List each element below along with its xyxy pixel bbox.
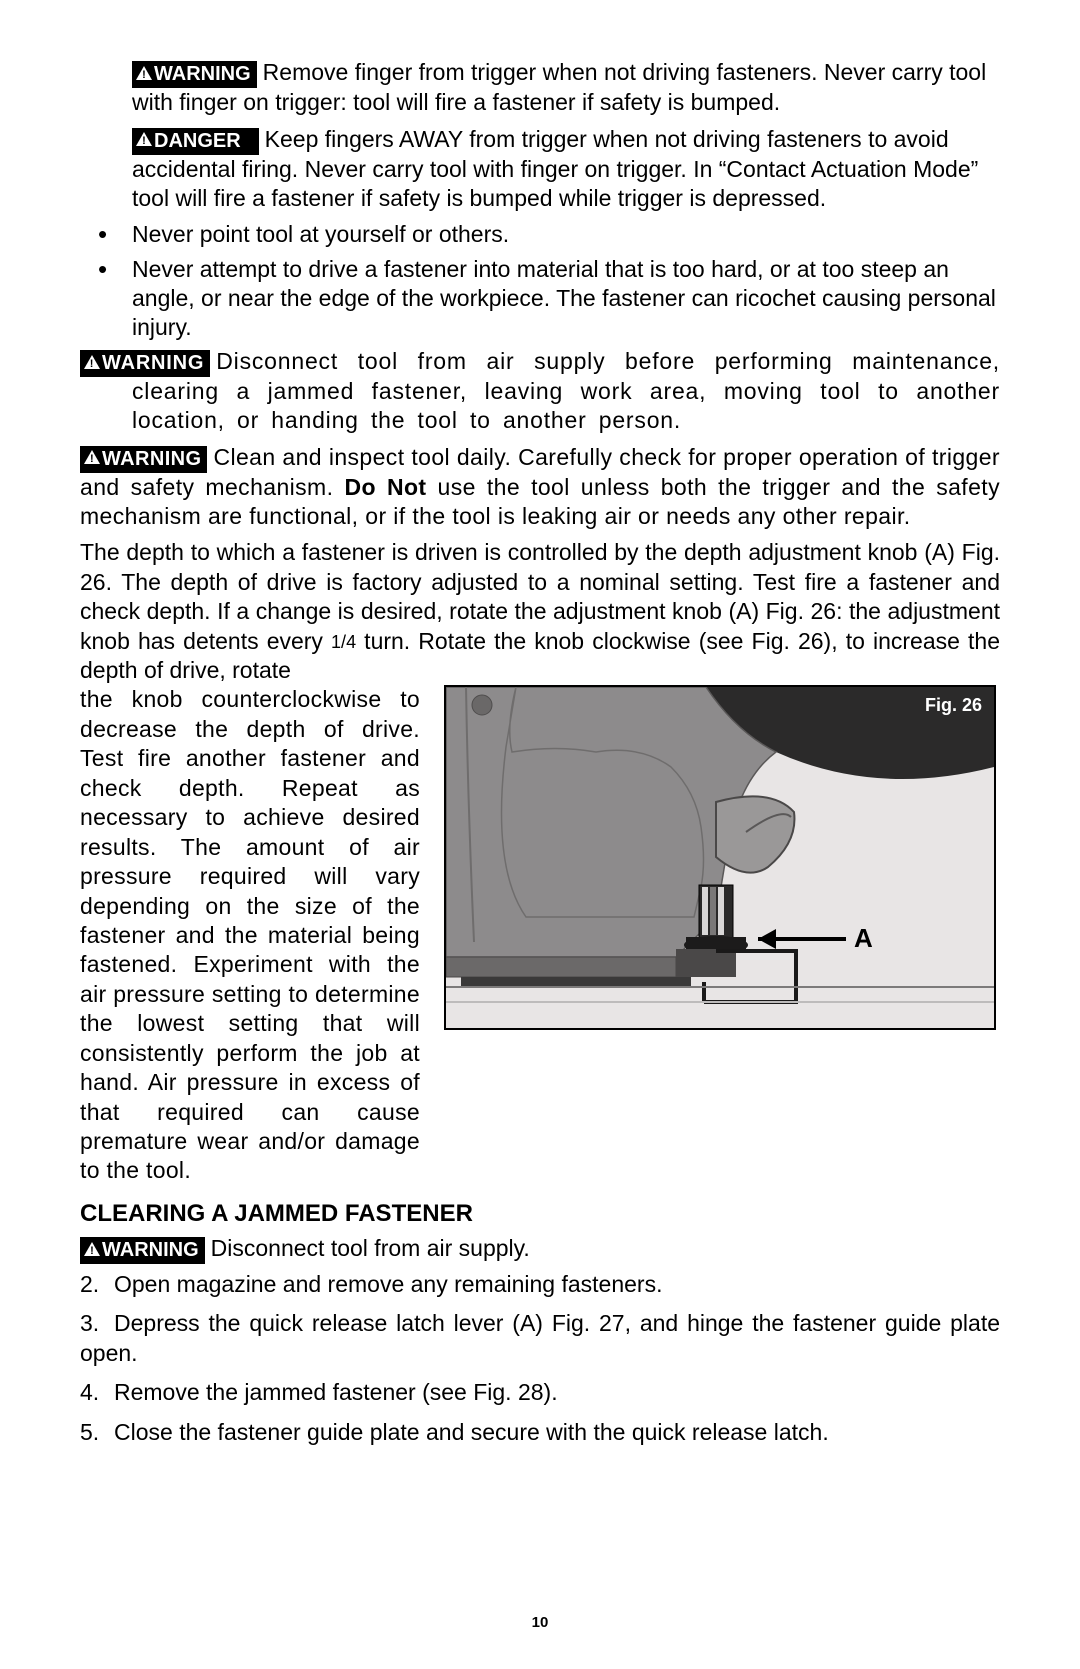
warning-block-1: ! WARNING Remove finger from trigger whe… [80,58,1000,117]
figure-26: Fig. 26 A [444,685,996,1030]
step-item: 5.Close the fastener guide plate and sec… [80,1418,1000,1447]
bullet-text: Never point tool at yourself or others. [132,220,1000,249]
danger-1-text: Keep fingers AWAY from trigger when not … [132,126,978,211]
warning-3-bold: Do Not [344,474,426,500]
heading-clearing-jammed: CLEARING A JAMMED FASTENER [80,1200,1000,1228]
step-text: Close the fastener guide plate and secur… [114,1419,829,1445]
step-text: Depress the quick release latch lever (A… [80,1310,1000,1365]
danger-label: DANGER [154,130,241,152]
warning-label: WARNING [102,1239,199,1261]
step-item: 4.Remove the jammed fastener (see Fig. 2… [80,1378,1000,1407]
step-number: 3. [80,1309,114,1338]
warning-1-text: Remove finger from trigger when not driv… [132,59,986,115]
page-content: ! WARNING Remove finger from trigger whe… [80,58,1000,1447]
depth-two-column: the knob counterclockwise to decrease th… [80,685,1000,1185]
warning-badge: ! WARNING [80,446,207,473]
warning-badge: ! WARNING [80,350,210,377]
warning-label: WARNING [102,448,201,470]
step-item: 3.Depress the quick release latch lever … [80,1309,1000,1368]
alert-triangle-icon: ! [84,1242,100,1256]
figure-column: Fig. 26 A [444,685,1000,1185]
bullet-item: • Never point tool at yourself or others… [80,220,1000,249]
step-item: 2.Open magazine and remove any remaining… [80,1270,1000,1299]
bullet-text: Never attempt to drive a fastener into m… [132,255,1000,341]
step-text: Open magazine and remove any remaining f… [114,1271,662,1297]
step-text: Remove the jammed fastener (see Fig. 28)… [114,1379,558,1405]
warning-badge: ! WARNING [80,1237,205,1264]
danger-badge: ! DANGER [132,128,259,155]
bullet-item: • Never attempt to drive a fastener into… [80,255,1000,341]
step-number: 2. [80,1270,114,1299]
alert-triangle-icon: ! [84,355,100,369]
danger-block-1: ! DANGER Keep fingers AWAY from trigger … [80,125,1000,213]
warning-label: WARNING [154,63,251,85]
bullet-icon: • [80,255,132,341]
depth-paragraph-left: the knob counterclockwise to decrease th… [80,685,420,1185]
page-number: 10 [0,1614,1080,1631]
alert-triangle-icon: ! [136,132,152,146]
alert-triangle-icon: ! [84,450,100,464]
bullet-icon: • [80,220,132,249]
warning-block-3: ! WARNING Clean and inspect tool daily. … [80,443,1000,531]
fraction: 1/4 [331,632,356,652]
alert-triangle-icon: ! [136,66,152,80]
warning-badge: ! WARNING [132,61,257,88]
clear-warning-block: ! WARNING Disconnect tool from air suppl… [80,1234,1000,1264]
svg-text:!: ! [90,453,94,464]
step-number: 4. [80,1378,114,1407]
svg-text:!: ! [90,1245,94,1256]
svg-text:!: ! [142,69,146,80]
clear-warning-text: Disconnect tool from air supply. [211,1235,530,1261]
warning-block-2: ! WARNING Disconnect tool from air suppl… [80,347,1000,435]
figure-label: Fig. 26 [925,695,982,716]
svg-text:!: ! [90,358,94,369]
warning-2-text: Disconnect tool from air supply before p… [132,348,1000,433]
depth-paragraph-top: The depth to which a fastener is driven … [80,538,1000,685]
svg-text:!: ! [142,135,146,146]
figure-callout-a: A [854,923,873,954]
tool-illustration [446,687,994,1028]
step-number: 5. [80,1418,114,1447]
warning-label: WARNING [102,352,204,374]
